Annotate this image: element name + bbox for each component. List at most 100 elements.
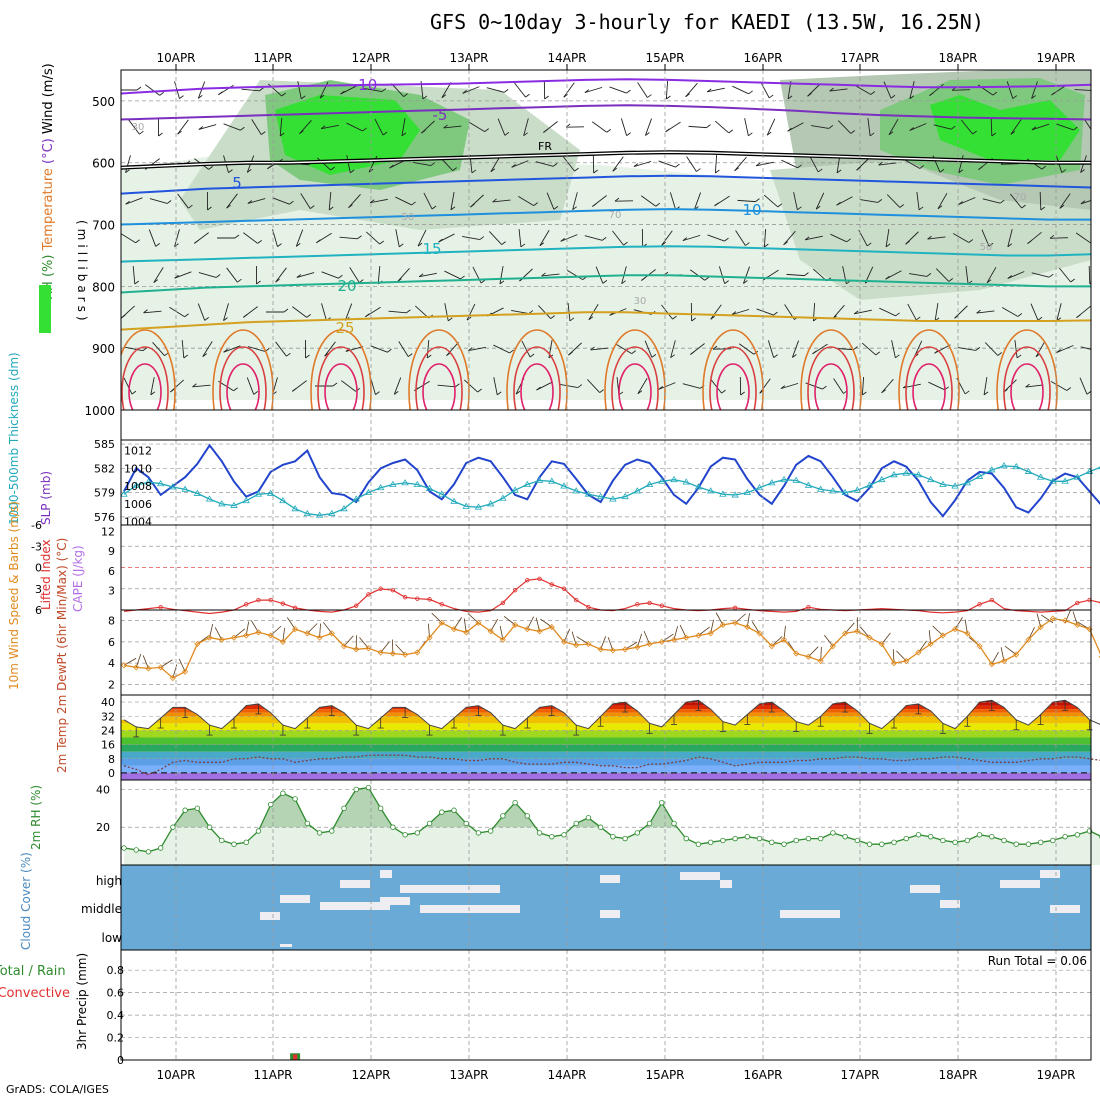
rh-point xyxy=(989,833,995,840)
wind-barb xyxy=(370,345,388,353)
wind-barb-flag xyxy=(710,315,715,320)
date-tick-top: 18APR xyxy=(938,51,977,65)
lifted-index-point xyxy=(574,597,579,603)
thickness-point xyxy=(621,492,629,500)
wind-barb-flag xyxy=(348,204,353,209)
rh-contour-label: 50 xyxy=(980,242,993,253)
lifted-index-point xyxy=(244,602,249,607)
wind-barb-flag xyxy=(748,132,753,137)
wind-barb xyxy=(202,341,213,357)
wind-barb-flag xyxy=(780,385,786,389)
wind-barb-flag xyxy=(281,92,286,97)
wind-barb-10m xyxy=(431,612,443,624)
wind-barb-flag xyxy=(471,169,477,174)
wind-barb xyxy=(1056,345,1074,353)
wind-barb-flag xyxy=(919,165,925,169)
wind-barb xyxy=(518,195,534,207)
wind-barb xyxy=(398,341,409,357)
wind-barb-flag xyxy=(745,242,750,246)
wind-barb xyxy=(198,124,217,130)
date-tick-bottom: 11APR xyxy=(253,1068,292,1082)
wind-speed-point xyxy=(854,628,861,635)
thickness-point xyxy=(988,466,996,473)
rh-point xyxy=(463,820,469,827)
wind-barb xyxy=(518,229,522,247)
cloud-cover-gap xyxy=(280,895,310,903)
rh-point xyxy=(610,833,616,840)
wind-barb xyxy=(836,196,853,206)
temperature-color-fill xyxy=(121,700,1091,780)
wind-barb-flag xyxy=(877,199,883,203)
wind-barb-flag xyxy=(499,280,505,285)
cape-tick-label: 3 xyxy=(108,584,115,597)
wind-barb xyxy=(879,307,896,317)
wind-barb xyxy=(1049,237,1069,239)
wind-barb-flag xyxy=(289,200,294,205)
wind-barb xyxy=(783,230,796,246)
pressure-tick-label: 900 xyxy=(92,342,115,356)
wind-barb xyxy=(669,192,677,210)
lifted-index-point xyxy=(366,592,371,597)
wind-barb-flag xyxy=(612,167,617,172)
wind-tick-label: 8 xyxy=(108,615,115,628)
temperature-band xyxy=(121,772,1091,780)
wind-barb-flag xyxy=(783,241,788,246)
wind-barb xyxy=(125,155,131,173)
thickness-point xyxy=(633,487,642,494)
wind-speed-point xyxy=(988,661,995,668)
wind-barb-flag xyxy=(328,206,334,211)
wind-barb xyxy=(633,160,652,168)
temperature-contour-loop xyxy=(422,363,456,410)
wind-barb-10m xyxy=(250,620,259,633)
temp-tick-label: 0 xyxy=(108,767,115,780)
wind-barb xyxy=(689,269,706,281)
wind-barb xyxy=(878,162,897,166)
wind-barb-10m xyxy=(323,621,333,634)
wind-barb xyxy=(861,342,877,356)
wind-barb xyxy=(401,118,406,136)
wind-barb xyxy=(990,117,993,137)
wind-speed-point xyxy=(120,662,128,669)
wind-barb-flag xyxy=(853,346,858,350)
wind-barb xyxy=(169,306,185,318)
rh-point xyxy=(720,837,726,844)
precip-tick-label: 0.8 xyxy=(107,964,125,977)
wind-barb-flag xyxy=(299,130,304,135)
upper-axis-label-part: (°C) xyxy=(41,138,56,168)
wind-barb-flag xyxy=(198,126,204,130)
wind-barb-10m xyxy=(233,628,246,638)
wind-barb-10m xyxy=(954,617,963,630)
wind-barb-flag xyxy=(198,95,203,99)
wind-barb xyxy=(612,230,624,246)
thickness-point xyxy=(584,490,593,497)
wind-barb xyxy=(734,156,747,172)
wind-barb-flag xyxy=(777,203,783,208)
cloud-cover-gap xyxy=(340,880,370,888)
lifted-index-point xyxy=(268,597,273,603)
lifted-index-point xyxy=(415,596,420,601)
precip-tick-label: 0.2 xyxy=(107,1032,125,1045)
wind-barb xyxy=(462,86,480,94)
wind-barb-flag xyxy=(602,279,608,284)
wind-barb-flag xyxy=(1056,349,1061,353)
wind-barb xyxy=(886,194,901,208)
lifted-index-point xyxy=(280,601,286,606)
wind-barb xyxy=(1006,81,1014,99)
wind-barb xyxy=(637,378,648,394)
rh-shading xyxy=(930,95,1080,160)
wind-barb xyxy=(766,118,776,136)
wind-barb-flag xyxy=(817,168,823,173)
wind-barb xyxy=(243,232,258,244)
cloud-cover-gap xyxy=(400,885,500,893)
wind-barb xyxy=(781,159,798,169)
wind-barb-flag xyxy=(866,242,872,247)
temperature-isoline xyxy=(121,245,1091,263)
wind-barb xyxy=(563,82,575,98)
wind-barb-flag xyxy=(1007,243,1013,248)
wind-barb-flag xyxy=(766,131,772,136)
chart-title: GFS 0~10day 3-hourly for KAEDI (13.5W, 1… xyxy=(430,10,984,34)
wind-barb xyxy=(837,120,852,134)
wind-barb-10m xyxy=(359,637,369,649)
wind-barb-flag xyxy=(807,92,812,97)
wind-speed-point xyxy=(658,638,665,645)
